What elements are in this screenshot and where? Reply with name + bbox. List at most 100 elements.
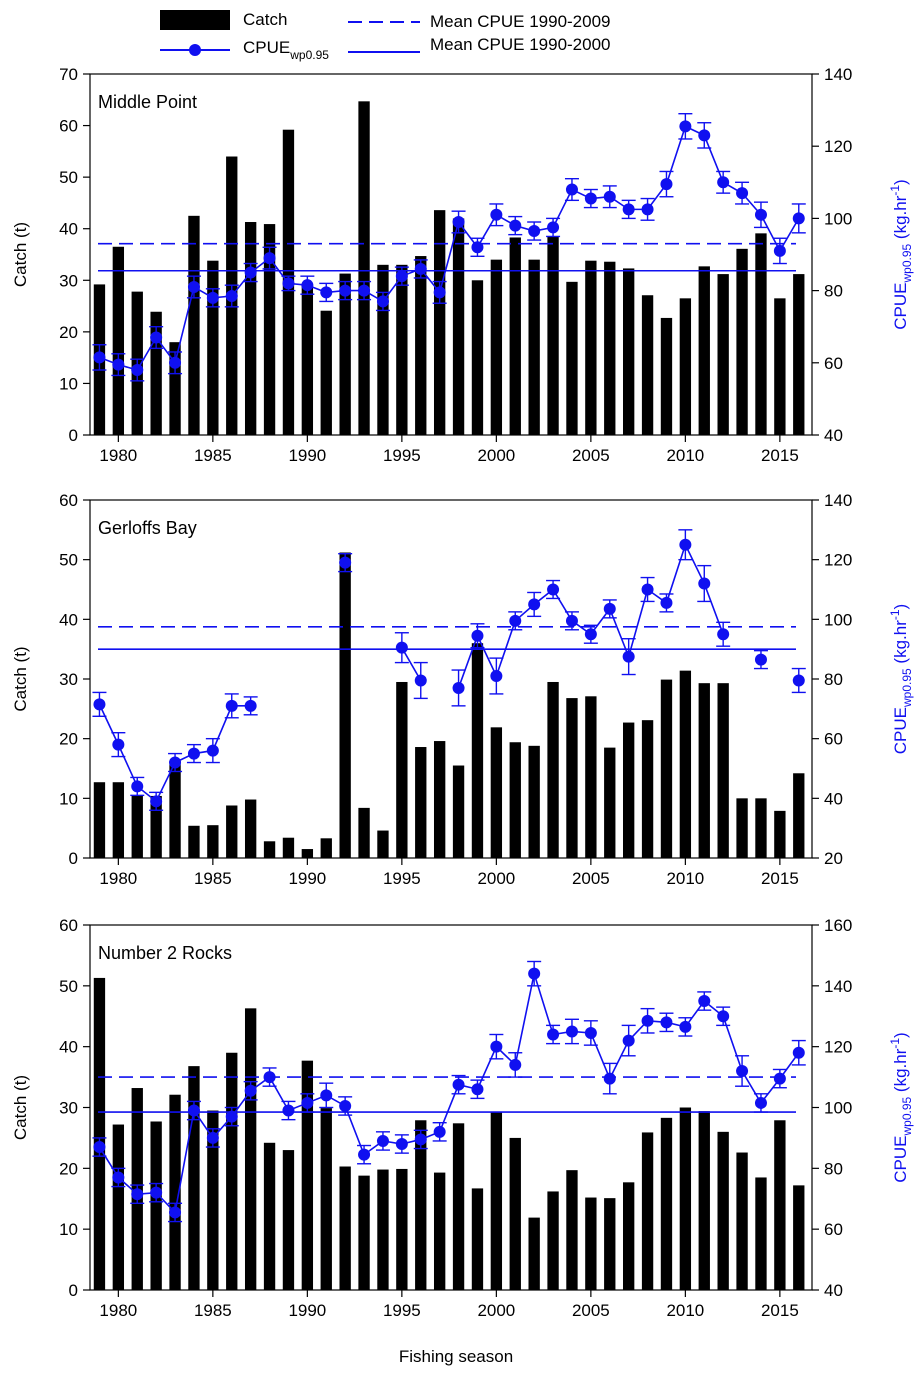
cpue-point-1991 [320,286,333,299]
catch-bar-1989 [282,1150,295,1290]
cpue-point-1983 [169,756,182,769]
catch-bar-1997 [433,1172,446,1290]
catch-bar-1979 [93,782,106,858]
legend-cpue-marker [189,44,201,56]
catch-bar-1992 [339,552,351,858]
cpue-point-1987 [244,1084,257,1097]
cpue-point-1997 [433,1125,446,1138]
left-tick-label: 10 [59,789,78,808]
catch-bar-1979 [93,977,106,1290]
cpue-point-1997 [433,286,446,299]
catch-bar-2013 [736,1152,748,1290]
left-tick-label: 50 [59,977,78,996]
catch-bar-1995 [396,264,408,435]
left-tick-label: 10 [59,1220,78,1239]
catch-bar-1999 [471,643,484,858]
catch-bar-1985 [207,825,219,858]
cpue-point-2013 [736,1065,749,1077]
cpue-point-2006 [603,190,616,203]
catch-bar-2010 [679,670,692,858]
right-axis-label-part-3: -1 [888,609,902,620]
right-tick-label: 140 [824,977,852,996]
catch-bar-2013 [736,248,748,435]
cpue-point-1985 [206,1131,219,1144]
catch-bar-1994 [377,830,389,858]
cpue-point-1984 [187,1104,200,1117]
cpue-point-1987 [244,699,257,712]
catch-bar-2003 [547,681,559,858]
cpue-point-2015 [773,1072,786,1085]
cpue-point-1998 [452,1078,465,1091]
catch-bar-2005 [585,260,597,435]
catch-bar-2008 [641,1132,654,1290]
catch-bar-1996 [415,1120,427,1290]
catch-bar-1988 [263,224,276,435]
x-tick-label: 2015 [761,869,799,888]
x-tick-label: 1980 [99,446,137,465]
left-tick-label: 20 [59,1159,78,1178]
cpue-point-1993 [358,284,371,297]
cpue-point-2002 [528,225,541,238]
cpue-point-1996 [414,674,427,687]
catch-bar-1987 [244,799,257,858]
catch-bar-1984 [188,215,200,435]
catch-bar-1998 [452,218,465,435]
cpue-point-1992 [339,1099,352,1112]
cpue-point-2012 [717,1010,730,1023]
x-tick-label: 1980 [99,869,137,888]
right-tick-label: 100 [824,610,852,629]
cpue-point-2016 [792,1046,805,1059]
left-axis-ticks: 0 10 20 30 40 50 60 [59,916,90,1300]
right-axis-label-part-3: -1 [888,185,902,196]
cpue-point-2004 [565,183,578,196]
cpue-point-2000 [490,208,503,221]
left-tick-label: 60 [59,117,78,136]
right-axis-label-part-4: ) [891,179,910,185]
cpue-point-2008 [641,1014,654,1027]
catch-bar-1989 [282,837,295,858]
catch-bar-2009 [660,317,673,435]
cpue-point-1986 [225,1110,238,1123]
x-tick-label: 1995 [383,869,421,888]
catch-bars [93,101,805,435]
catch-bar-2005 [585,696,597,858]
x-tick-label: 2010 [666,1301,704,1320]
right-tick-label: 40 [824,426,843,445]
cpue-segment [401,647,422,681]
catch-bar-2014 [755,1177,767,1290]
x-tick-label: 2000 [477,446,515,465]
cpue-point-2007 [622,650,635,663]
catch-bar-1993 [358,807,370,858]
right-tick-label: 140 [824,65,852,84]
cpue-point-2006 [603,1072,616,1085]
catch-bar-1985 [207,1110,219,1290]
catch-bar-1986 [226,805,238,858]
right-axis-label-part-2: (kg.hr [891,1048,910,1097]
catch-bar-2015 [774,810,786,858]
catch-bar-1999 [471,1188,484,1290]
left-tick-label: 40 [59,220,78,239]
cpue-point-1983 [169,1206,182,1219]
catch-bar-1980 [112,782,125,858]
cpue-point-2000 [490,670,503,683]
catch-bar-2002 [528,745,540,858]
catch-bar-2007 [622,1182,635,1290]
right-tick-label: 60 [824,354,843,373]
catch-bar-2012 [717,274,729,435]
cpue-point-2005 [584,192,597,205]
catch-bar-2006 [604,1198,616,1290]
right-tick-label: 100 [824,209,852,228]
cpue-point-2003 [547,1028,560,1041]
x-tick-label: 2005 [572,1301,610,1320]
catch-bar-1992 [339,1166,351,1290]
legend-cpue-main: CPUE [243,38,290,57]
cpue-point-1999 [471,241,484,254]
catch-bar-2008 [641,720,654,858]
right-axis-label-part-2: (kg.hr [891,195,910,244]
catch-bar-1993 [358,1175,370,1290]
right-axis-label-part-1: wp0.95 [900,1096,914,1136]
cpue-point-1986 [225,699,238,712]
right-axis-label: CPUEwp0.95 (kg.hr-1) [888,1032,914,1182]
